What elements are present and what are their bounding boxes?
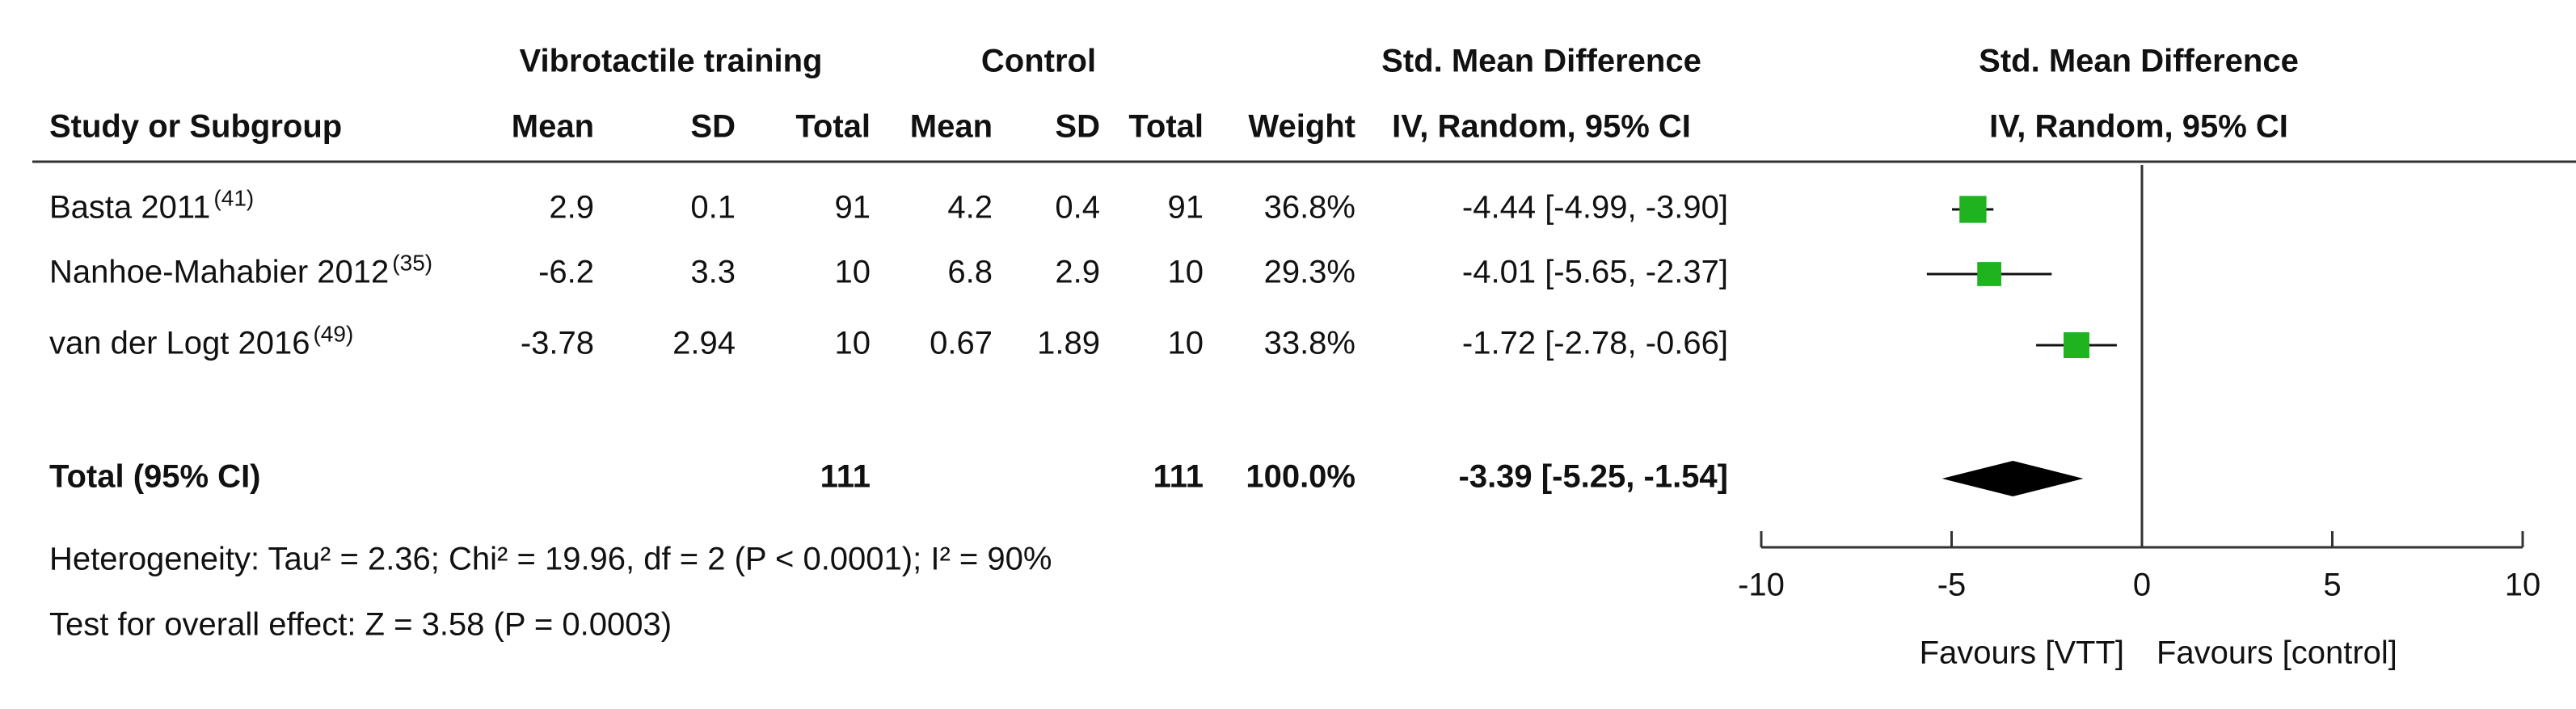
cell: 2.94 [672,326,736,361]
column-header: Total [795,109,871,145]
effect-square [1959,196,1987,223]
cell: 0.1 [690,190,736,226]
cell: 29.3% [1264,255,1355,290]
column-header: IV, Random, 95% CI [1392,109,1691,145]
cell: -1.72 [-2.78, -0.66] [1462,326,1728,361]
study-ref: (41) [213,185,254,210]
overall-effect: Test for overall effect: Z = 3.58 (P = 0… [49,607,672,643]
cell: 36.8% [1264,190,1355,226]
total-cell: 111 [1153,459,1204,495]
column-header: Weight [1248,109,1355,145]
group-header: Std. Mean Difference [1381,44,1701,79]
cell: 91 [835,190,871,226]
cell: 33.8% [1264,326,1355,361]
column-header: Study or Subgroup [49,109,342,145]
cell: 3.3 [690,255,736,290]
cell: 10 [835,255,871,290]
study-name: van der Logt 2016 [49,326,310,361]
cell: -4.01 [-5.65, -2.37] [1462,255,1728,290]
effect-square [2064,332,2089,358]
cell: 10 [1168,326,1204,361]
x-tick-label: 10 [2505,568,2541,603]
study-ref: (35) [392,250,432,275]
favours-left: Favours [VTT] [1920,635,2124,671]
group-header: Std. Mean Difference [1979,44,2299,79]
cell: 10 [1168,255,1204,290]
cell: 91 [1168,190,1204,226]
column-header: Total [1128,109,1204,145]
column-header: SD [1055,109,1100,145]
favours-right: Favours [control] [2157,635,2397,671]
column-header: Mean [910,109,993,145]
cell: 0.4 [1055,190,1100,226]
cell: 2.9 [1055,255,1100,290]
column-header: Mean [512,109,594,145]
cell: 2.9 [549,190,594,226]
heterogeneity: Heterogeneity: Tau² = 2.36; Chi² = 19.96… [49,542,1052,577]
column-header: SD [690,109,736,145]
cell: 0.67 [930,326,993,361]
group-header: Vibrotactile training [520,44,823,79]
column-header: IV, Random, 95% CI [1989,109,2288,145]
cell: -4.44 [-4.99, -3.90] [1462,190,1728,226]
x-tick-label: -10 [1738,568,1785,603]
cell: 1.89 [1037,326,1100,361]
x-tick-label: -5 [1937,568,1967,603]
cell: 10 [835,326,871,361]
cell: 4.2 [947,190,993,226]
study-name: Basta 2011 [49,190,210,226]
cell: -3.78 [521,326,594,361]
cell: -6.2 [538,255,594,290]
total-cell: 111 [820,459,871,495]
cell: 6.8 [947,255,993,290]
total-name: Total (95% CI) [49,459,261,495]
x-tick-label: 0 [2133,568,2151,603]
group-header: Control [981,44,1096,79]
total-diamond [1941,461,2084,496]
study-ref: (49) [313,321,353,346]
effect-square [1977,262,2002,286]
study-name: Nanhoe-Mahabier 2012 [49,255,389,290]
total-cell: -3.39 [-5.25, -1.54] [1459,459,1729,495]
x-tick-label: 5 [2323,568,2341,603]
total-cell: 100.0% [1246,459,1355,495]
